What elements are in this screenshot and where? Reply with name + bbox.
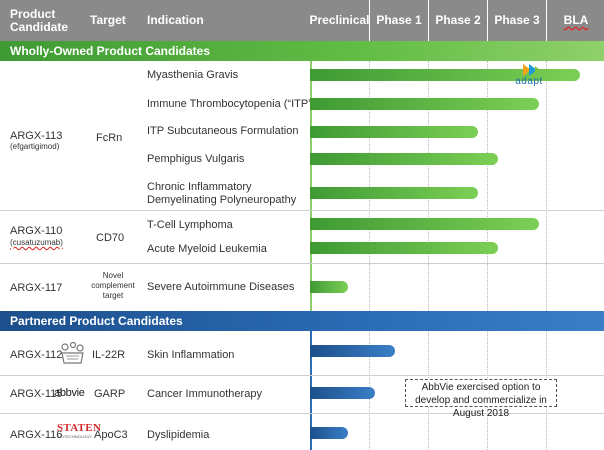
indication-cancer-immunotherapy: Cancer Immunotherapy [147, 388, 262, 400]
preclinical-axis-green [310, 61, 312, 311]
progress-bar-severe-autoimmune [310, 281, 348, 293]
indication-pemphigus-vulgaris: Pemphigus Vulgaris [147, 153, 245, 165]
indication-severe-autoimmune: Severe Autoimmune Diseases [147, 281, 295, 293]
header-product-candidate: Product Candidate [10, 6, 69, 34]
product-sub-efgartigimod: (efgartigimod) [10, 142, 60, 151]
row-separator [0, 263, 604, 264]
product-name-argx-112: ARGX-112 [10, 349, 63, 361]
indication-itp: Immune Thrombocytopenia (“ITP”) [147, 98, 316, 110]
indication-dyslipidemia: Dyslipidemia [147, 429, 210, 441]
indication-aml: Acute Myeloid Leukemia [147, 243, 267, 255]
phase-divider [546, 61, 547, 311]
header-phase-3: Phase 3 [487, 0, 546, 41]
progress-bar-myasthenia-gravis [310, 69, 580, 81]
indication-skin-inflammation: Skin Inflammation [147, 349, 235, 361]
flask-cells-icon [59, 341, 86, 365]
adapt-logo-icon: adapt [511, 63, 547, 91]
progress-bar-itp [310, 98, 539, 110]
indication-cidp-line-2: Demyelinating Polyneuropathy [147, 194, 297, 206]
progress-bar-cancer-immunotherapy [310, 387, 375, 399]
target-fcrn: FcRn [96, 132, 123, 144]
progress-bar-dyslipidemia [310, 427, 348, 439]
progress-bar-pemphigus-vulgaris [310, 153, 498, 165]
target-garp: GARP [94, 388, 126, 400]
header-indication: Indication [147, 13, 204, 27]
phase-divider [487, 61, 488, 311]
progress-bar-aml [310, 242, 498, 254]
progress-bar-itp-subcutaneous [310, 126, 478, 138]
section-partnered: Partnered Product Candidates [0, 311, 604, 331]
progress-bar-cidp [310, 187, 478, 199]
product-name-argx-116: ARGX-116 [10, 429, 63, 441]
indication-myasthenia-gravis: Myasthenia Gravis [147, 69, 239, 81]
product-name-argx-110: ARGX-110 [10, 225, 63, 237]
section-wholly-owned: Wholly-Owned Product Candidates [0, 41, 604, 61]
target-il-22r: IL-22R [92, 349, 126, 361]
target-novel-complement: Novel complement target [91, 271, 135, 300]
indication-cidp-line-1: Chronic Inflammatory [147, 181, 252, 193]
row-separator [0, 375, 604, 376]
target-cd70: CD70 [96, 232, 125, 244]
row-separator [0, 413, 604, 414]
product-name-argx-115: ARGX-115 [10, 388, 63, 400]
phase-divider [428, 61, 429, 311]
indication-t-cell-lymphoma: T-Cell Lymphoma [147, 219, 233, 231]
phase-divider [369, 61, 370, 311]
product-sub-cusatuzumab: (cusatuzumab) [10, 238, 63, 247]
header-phase-2: Phase 2 [428, 0, 487, 41]
header-target: Target [90, 13, 126, 27]
staten-logo-icon: STATEN BIOTECHNOLOGY [57, 422, 102, 440]
header-bla: BLA [546, 0, 604, 41]
abbvie-logo-icon: abbvie [54, 387, 85, 399]
abbvie-option-note: AbbVie exercised option to develop and c… [405, 379, 557, 419]
target-apoc3: ApoC3 [94, 429, 128, 441]
progress-bar-t-cell-lymphoma [310, 218, 539, 230]
indication-itp-subcutaneous: ITP Subcutaneous Formulation [147, 125, 299, 137]
row-separator [0, 210, 604, 211]
product-name-argx-117: ARGX-117 [10, 282, 63, 294]
header-preclinical: Preclinical [309, 13, 370, 27]
header-phase-1: Phase 1 [369, 0, 428, 41]
product-name-argx-113: ARGX-113 [10, 130, 63, 142]
table-header [0, 0, 604, 41]
progress-bar-skin-inflammation [310, 345, 395, 357]
